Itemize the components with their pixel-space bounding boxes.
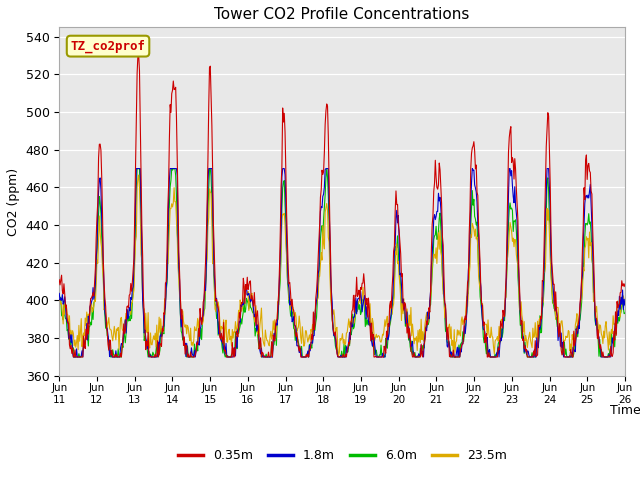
Title: Tower CO2 Profile Concentrations: Tower CO2 Profile Concentrations: [214, 7, 470, 22]
Text: TZ_co2prof: TZ_co2prof: [70, 39, 145, 53]
Y-axis label: CO2 (ppm): CO2 (ppm): [7, 168, 20, 236]
Legend: 0.35m, 1.8m, 6.0m, 23.5m: 0.35m, 1.8m, 6.0m, 23.5m: [173, 444, 511, 467]
X-axis label: Time: Time: [609, 404, 640, 417]
